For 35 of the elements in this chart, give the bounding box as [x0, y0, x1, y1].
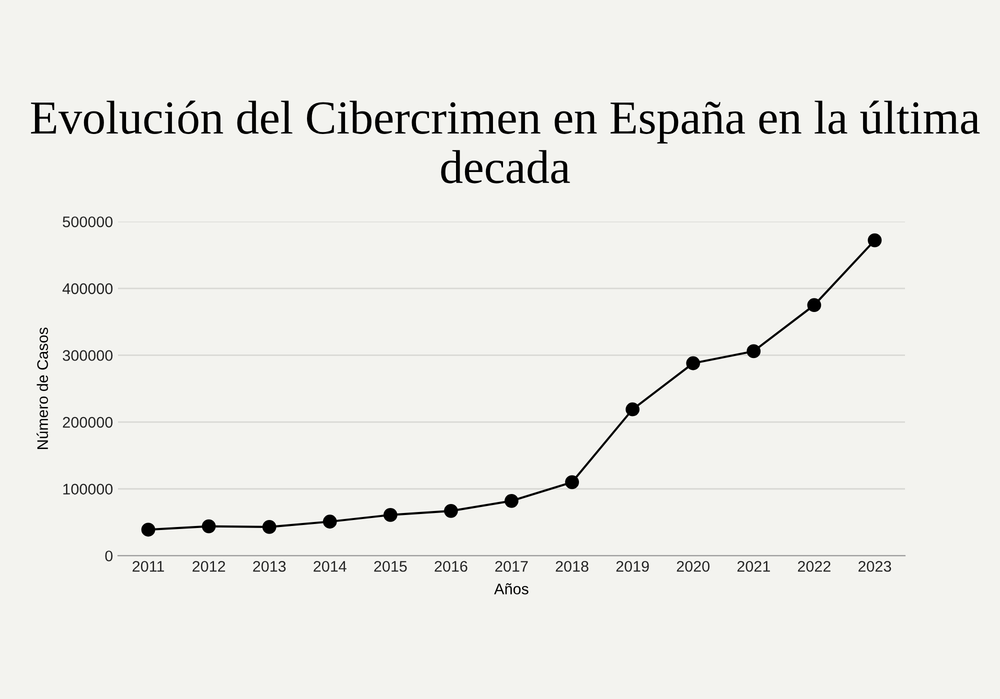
x-axis-title: Años: [494, 583, 528, 594]
y-tick-label: 0: [105, 550, 113, 562]
y-tick-label: 500000: [62, 216, 113, 228]
point: [504, 494, 518, 508]
x-tick-label: 2011: [132, 560, 164, 572]
point: [262, 520, 276, 534]
y-tick-label: 400000: [62, 283, 113, 294]
y-tick-label: 100000: [63, 484, 113, 495]
x-tick-label: 2016: [434, 560, 468, 572]
x-tick-label: 2022: [798, 560, 830, 572]
point: [746, 344, 761, 358]
point: [807, 298, 822, 312]
x-tick-label: 2018: [556, 560, 588, 572]
point: [626, 402, 640, 416]
x-tick-label: 2020: [676, 560, 710, 572]
x-tick-label: 2015: [374, 560, 407, 572]
y-axis-title: Número de Casos: [36, 328, 48, 449]
point: [383, 508, 398, 522]
x-tick-label: 2014: [314, 560, 346, 572]
point: [686, 356, 700, 370]
y-tick-label: 200000: [62, 416, 113, 428]
point: [322, 514, 337, 529]
x-tick-label: 2017: [495, 560, 528, 572]
point: [565, 475, 579, 490]
point: [202, 519, 216, 534]
x-tick-label: 2023: [858, 560, 892, 572]
x-tick-label: 2021: [737, 560, 770, 572]
x-tick-label: 2019: [616, 560, 649, 572]
y-tick-label: 300000: [62, 350, 113, 361]
point: [444, 504, 458, 518]
x-tick-label: 2013: [253, 560, 286, 572]
x-tick-label: 2012: [192, 560, 226, 572]
point: [868, 233, 882, 248]
point: [141, 522, 156, 537]
chart-title: Evolución del Cibercrimen en España en la última decada: [31, 100, 980, 184]
